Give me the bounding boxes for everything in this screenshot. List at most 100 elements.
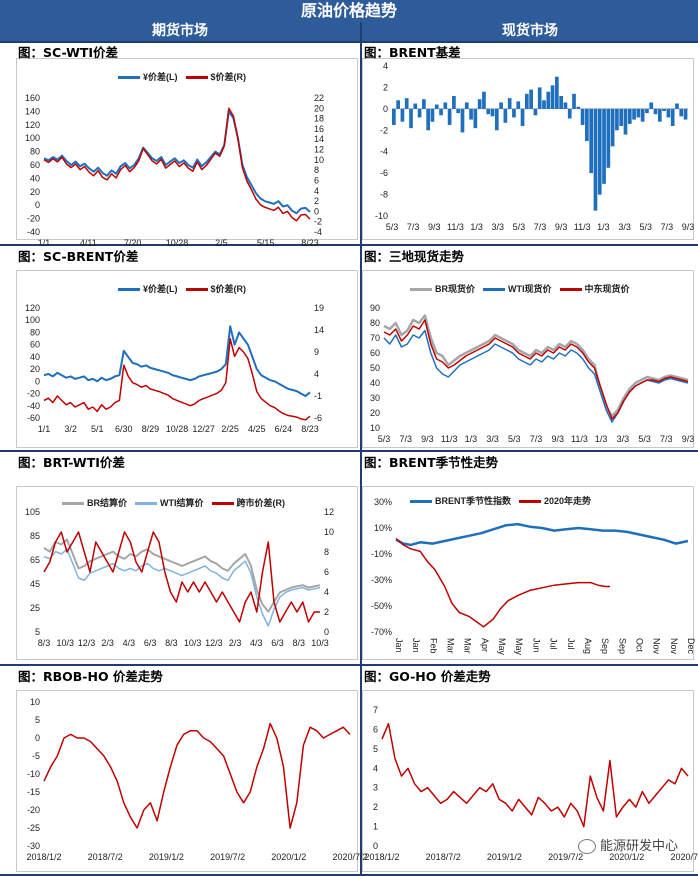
x-tick-label: 2019/7/2 — [210, 852, 245, 862]
y-tick-label: 10% — [374, 523, 392, 533]
x-tick-label: 8/23 — [301, 424, 319, 434]
bar — [653, 108, 658, 115]
y-tick-label: 120 — [25, 120, 40, 130]
legend-swatch — [559, 288, 582, 292]
y-tick-label: 20 — [370, 408, 380, 418]
legend-swatch — [185, 288, 208, 292]
bar — [392, 108, 396, 125]
x-tick-label: 9/3 — [551, 434, 564, 444]
y-tick-label: 20 — [30, 187, 40, 197]
y-tick-label: -6 — [380, 168, 388, 178]
x-tick-label: 4/3 — [250, 638, 263, 648]
legend-entry: 中东现货价 — [584, 284, 630, 294]
x-tick-label: 2019/1/2 — [487, 852, 522, 862]
x-tick-label: 9/3 — [421, 434, 434, 444]
series-line — [43, 548, 321, 627]
legend-entry: 2020年走势 — [544, 496, 592, 506]
x-tick-label: Nov — [652, 638, 662, 655]
x-tick-label: Apr — [480, 638, 490, 652]
bar — [657, 108, 662, 122]
bar — [439, 108, 443, 116]
bar — [396, 100, 400, 109]
y-tick-label-right: 8 — [324, 547, 329, 557]
chart-title: 图：BRT-WTI价差 — [18, 455, 125, 470]
row-divider — [0, 664, 698, 666]
y-tick-label: 30% — [374, 497, 392, 507]
y-tick-label: 0 — [383, 104, 388, 114]
x-tick-label: 5/3 — [638, 434, 651, 444]
y-tick-label-right: 20 — [314, 103, 324, 113]
x-tick-label: 8/3 — [165, 638, 178, 648]
bar — [610, 108, 615, 147]
y-tick-label-right: 12 — [314, 145, 324, 155]
y-tick-label: -2 — [380, 125, 388, 135]
y-tick-label: -8 — [380, 190, 388, 200]
legend-entry: $价差(R) — [210, 284, 247, 294]
bar — [627, 108, 632, 124]
series-line — [43, 325, 311, 397]
x-tick-label: 2019/7/2 — [548, 852, 583, 862]
spot-market-header: 现货市场 — [362, 22, 698, 41]
y-tick-label-right: 2 — [314, 196, 319, 206]
x-tick-label: 11/3 — [574, 222, 591, 232]
y-tick-label-right: 9 — [314, 347, 319, 357]
x-tick-label: 4/3 — [123, 638, 136, 648]
x-tick-label: 6/3 — [144, 638, 157, 648]
x-tick-label: 7/20 — [124, 238, 142, 248]
y-tick-label: 0 — [35, 733, 40, 743]
bar — [422, 99, 426, 109]
y-tick-label: 80 — [30, 147, 40, 157]
bar — [542, 100, 546, 109]
x-tick-label: 10/3 — [184, 638, 202, 648]
x-tick-label: Oct — [634, 638, 644, 653]
y-tick-label: 105 — [25, 507, 40, 517]
y-tick-label: 120 — [25, 303, 40, 313]
x-tick-label: 4/25 — [248, 424, 266, 434]
bar — [623, 108, 628, 135]
y-tick-label: -20 — [27, 805, 40, 815]
chart-legend: ¥价差(L) $价差(R) — [110, 282, 246, 295]
bar — [524, 93, 529, 109]
bar — [494, 108, 499, 131]
bar — [447, 108, 452, 125]
x-tick-label: 9/3 — [555, 222, 568, 232]
legend-entry: $价差(R) — [210, 72, 247, 82]
y-tick-label: 0 — [35, 200, 40, 210]
y-tick-label: -40 — [27, 401, 40, 411]
bar — [537, 87, 542, 109]
watermark: 能源研发中心 — [577, 835, 678, 854]
x-tick-label: Jul — [549, 638, 559, 650]
legend-entry: BR现货价 — [435, 284, 475, 294]
chart-title: 图：RBOB-HO 价差走势 — [18, 669, 163, 684]
x-tick-label: 2018/1/2 — [26, 852, 61, 862]
y-tick-label-right: 0 — [324, 627, 329, 637]
chart-frame-three_spot — [362, 270, 694, 448]
x-tick-label: Dec — [686, 638, 696, 655]
y-tick-label: 6 — [373, 724, 378, 734]
row-divider — [0, 41, 698, 43]
column-divider — [360, 22, 362, 876]
x-tick-label: 6/3 — [271, 638, 284, 648]
bar — [615, 108, 619, 131]
y-tick-label: 30 — [370, 393, 380, 403]
y-tick-label-right: 14 — [314, 325, 324, 335]
bar — [679, 108, 684, 117]
y-tick-label: -20 — [27, 214, 40, 224]
y-tick-label-right: -6 — [314, 413, 322, 423]
y-tick-label-right: 6 — [314, 175, 319, 185]
x-tick-label: May — [497, 638, 507, 656]
chart-frame-brent_basis — [362, 58, 694, 240]
y-tick-label: 20 — [30, 364, 40, 374]
y-tick-label: -30 — [27, 841, 40, 851]
bar — [413, 103, 418, 109]
y-tick-label-right: 4 — [314, 186, 319, 196]
y-tick-label: -50% — [371, 601, 392, 611]
bar — [400, 108, 405, 122]
x-tick-label: 3/3 — [491, 222, 504, 232]
y-tick-label-right: 8 — [314, 165, 319, 175]
chart-frame-brent_seasonal — [362, 486, 694, 660]
bar — [550, 85, 555, 109]
y-tick-label-right: 4 — [324, 587, 329, 597]
legend-swatch — [410, 500, 432, 504]
